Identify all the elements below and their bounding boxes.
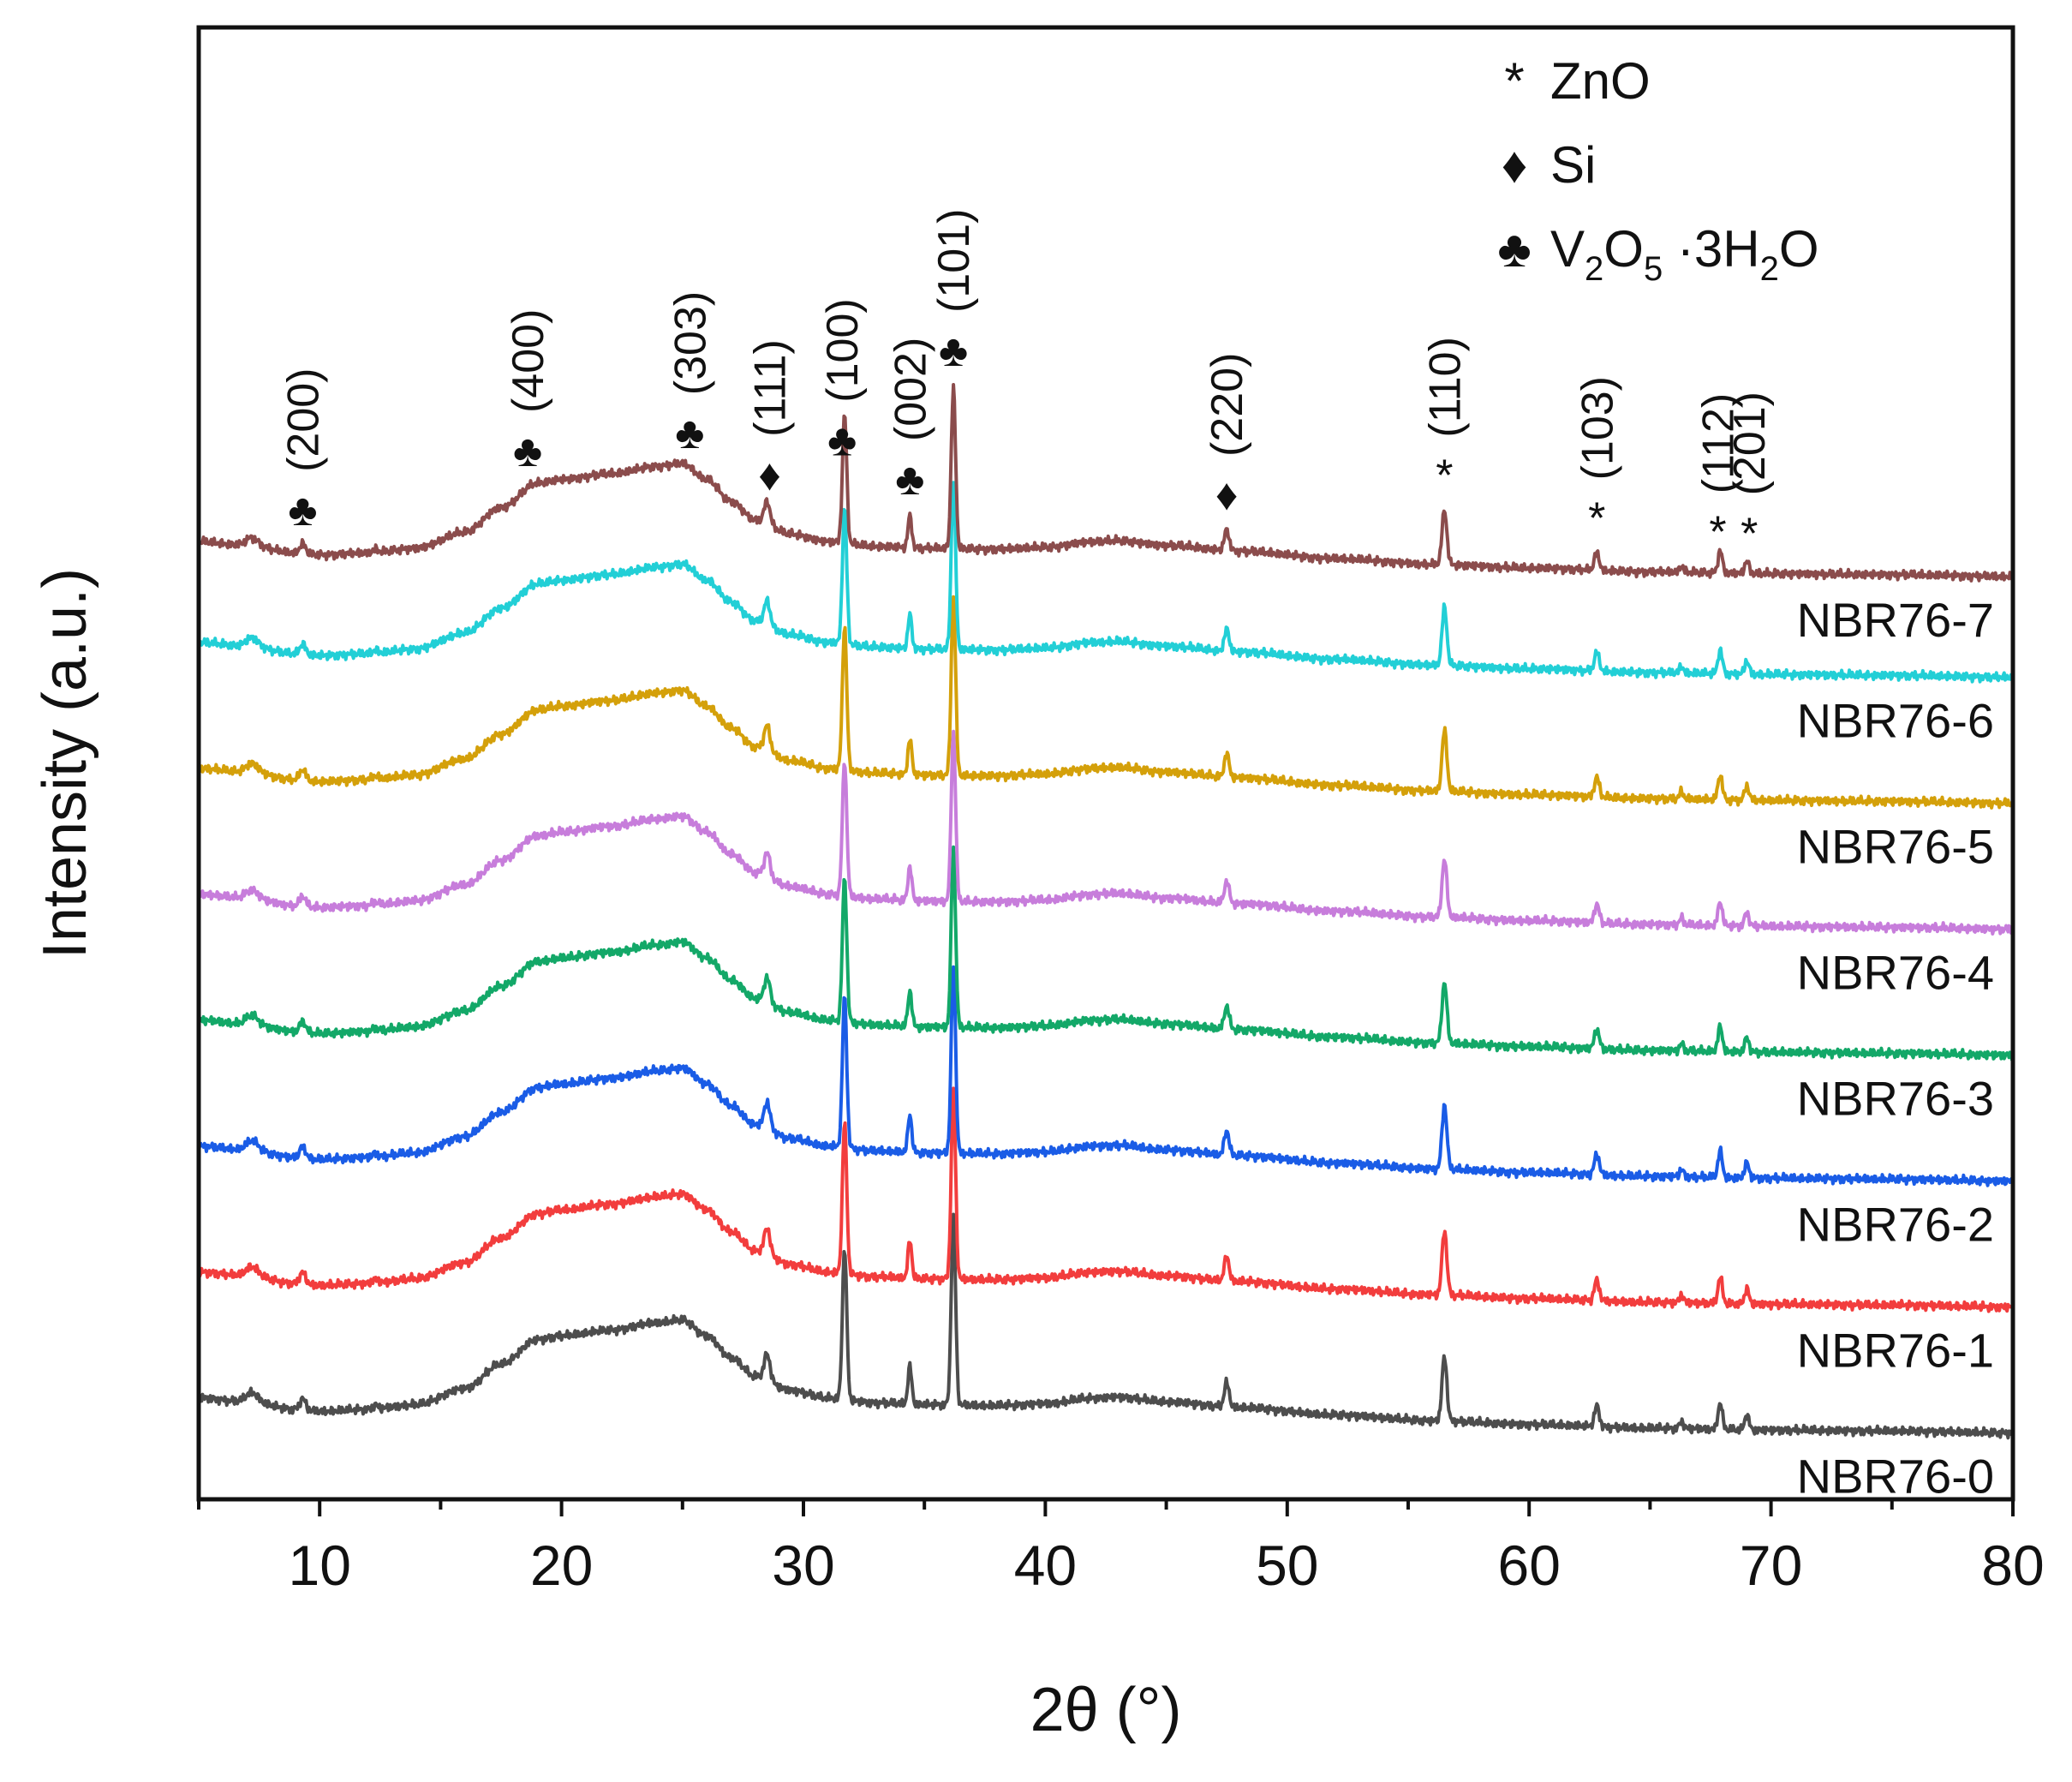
series-label-nbr76-4: NBR76-4 bbox=[1797, 946, 1994, 1000]
series-label-nbr76-2: NBR76-2 bbox=[1797, 1198, 1994, 1252]
series-labels: NBR76-0 NBR76-1 NBR76-2 NBR76-3 NBR76-4 NBR76… bbox=[1797, 593, 1994, 1504]
peak-label-101: (101) bbox=[929, 209, 979, 313]
series-label-nbr76-6: NBR76-6 bbox=[1797, 694, 1994, 748]
x-tick-label-50: 50 bbox=[1256, 1534, 1318, 1597]
series-line-nbr76-5 bbox=[197, 595, 2015, 810]
peak-label-200: (200) bbox=[278, 368, 328, 471]
series-line-nbr76-4 bbox=[197, 729, 2015, 936]
peak-marker-400: ♣ bbox=[513, 427, 542, 476]
series-label-nbr76-5: NBR76-5 bbox=[1797, 820, 1994, 874]
series-line-nbr76-3 bbox=[197, 845, 2015, 1061]
y-axis-title: Intensity (a.u.) bbox=[31, 568, 99, 959]
peak-marker-112: * bbox=[1709, 507, 1726, 557]
peak-label-201: (201) bbox=[1725, 392, 1775, 495]
legend-label-0: ZnO bbox=[1550, 52, 1651, 110]
peak-label-002: (002) bbox=[886, 338, 935, 441]
peak-marker-103: * bbox=[1588, 493, 1605, 543]
legend-label-1: Si bbox=[1550, 136, 1596, 194]
series-label-nbr76-0: NBR76-0 bbox=[1797, 1450, 1994, 1504]
series-line-nbr76-1 bbox=[197, 1086, 2015, 1313]
peak-label-220: (220) bbox=[1203, 353, 1252, 457]
peak-label-100: (100) bbox=[818, 298, 868, 402]
legend-symbol-2: ♣ bbox=[1497, 220, 1531, 278]
x-tick-label-80: 80 bbox=[1981, 1534, 2044, 1597]
series-label-nbr76-1: NBR76-1 bbox=[1797, 1324, 1994, 1378]
series-line-nbr76-0 bbox=[197, 1212, 2014, 1440]
peak-marker-220: ♦ bbox=[1215, 470, 1239, 520]
peak-label-103: (103) bbox=[1573, 376, 1622, 480]
peak-marker-200: ♣ bbox=[288, 486, 317, 535]
peak-label-303: (303) bbox=[666, 291, 715, 395]
x-tick-label-60: 60 bbox=[1497, 1534, 1560, 1597]
peak-label-112: (112) bbox=[1694, 393, 1744, 494]
legend-symbol-1: ♦ bbox=[1502, 136, 1528, 194]
peak-marker-110: * bbox=[1436, 451, 1453, 501]
peak-label-111: (111) bbox=[746, 339, 796, 437]
peak-marker-101: ♣ bbox=[939, 326, 968, 376]
series-line-nbr76-6 bbox=[197, 481, 2015, 684]
series-line-nbr76-2 bbox=[197, 965, 2015, 1187]
peak-annotations: ♣(200) ♣(400)♣(303)♦(111)♣(100)♣(002) ♣(10… bbox=[278, 209, 1775, 559]
plot-frame bbox=[196, 25, 2015, 1502]
peak-marker-201: * bbox=[1741, 509, 1758, 559]
x-tick-label-30: 30 bbox=[772, 1534, 834, 1597]
peak-marker-111: ♦ bbox=[758, 451, 781, 500]
peak-label-400: (400) bbox=[504, 309, 553, 413]
series-label-nbr76-7: NBR76-7 bbox=[1797, 593, 1994, 647]
x-tick-label-40: 40 bbox=[1014, 1534, 1077, 1597]
peak-label-110: (110) bbox=[1420, 337, 1470, 438]
peak-marker-303: ♣ bbox=[675, 409, 704, 458]
legend: * ZnO ♦ Si ♣ V2O5 ·3H2O bbox=[1497, 52, 1818, 288]
legend-label-2: V2O5 ·3H2O bbox=[1550, 220, 1818, 288]
x-axis-title: 2θ (°) bbox=[1030, 1676, 1182, 1744]
x-axis: 10 20 30 40 50 60 70 80 bbox=[197, 1499, 2045, 1597]
x-tick-label-20: 20 bbox=[530, 1534, 593, 1597]
peak-marker-100: ♣ bbox=[827, 416, 857, 466]
peak-marker-002: ♣ bbox=[895, 455, 924, 505]
legend-symbol-0: * bbox=[1504, 52, 1524, 110]
series-label-nbr76-3: NBR76-3 bbox=[1797, 1072, 1994, 1126]
series-line-nbr76-7 bbox=[197, 383, 2015, 583]
x-tick-label-70: 70 bbox=[1740, 1534, 1802, 1597]
series-layer bbox=[197, 383, 2015, 1440]
x-tick-label-10: 10 bbox=[288, 1534, 350, 1597]
